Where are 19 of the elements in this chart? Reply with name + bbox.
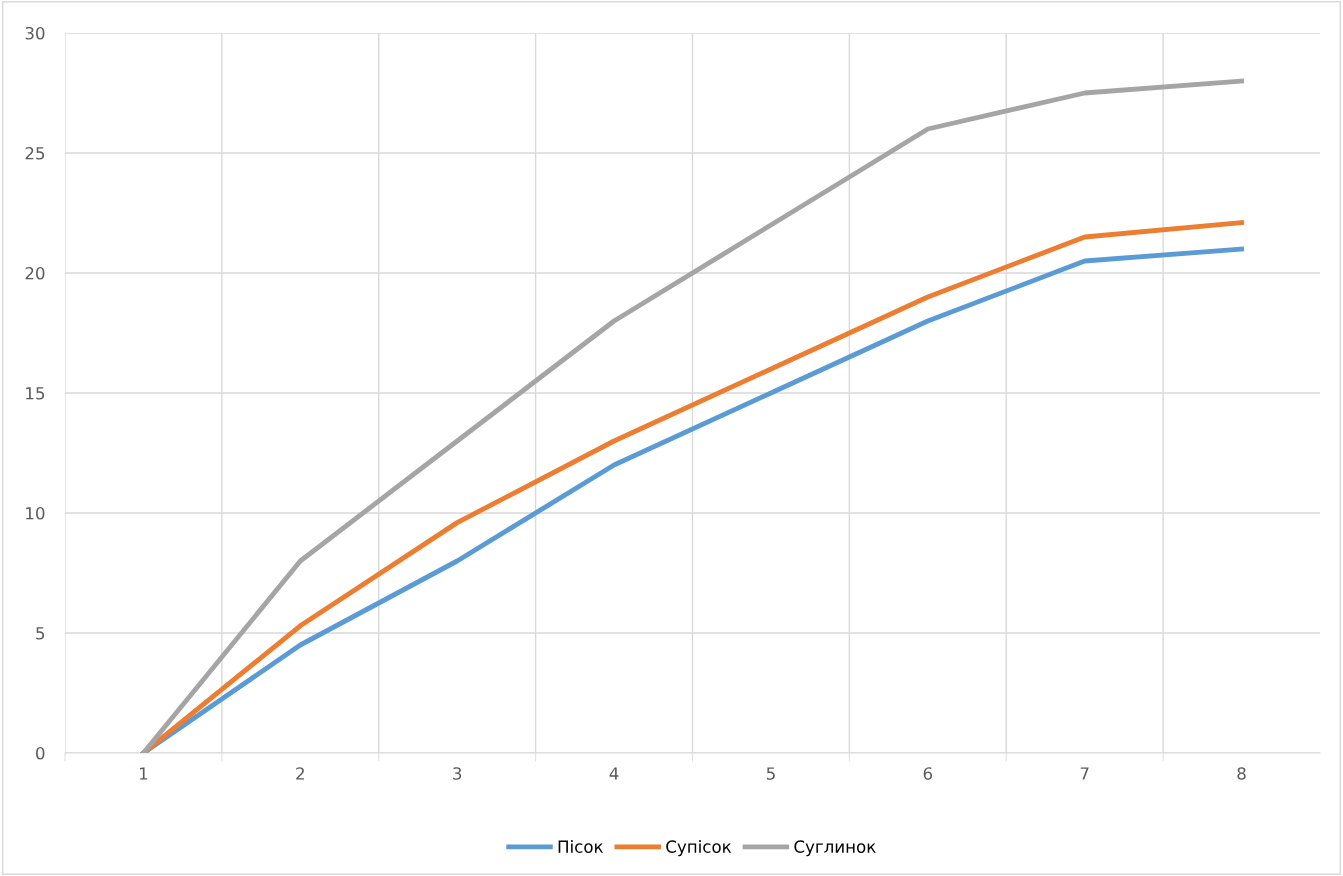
y-tick-label: 15 <box>26 387 45 400</box>
y-tick-label: 5 <box>36 627 45 640</box>
x-tick-label: 8 <box>1237 767 1246 780</box>
y-tick-label: 20 <box>25 266 45 280</box>
x-tick-label: 4 <box>609 767 619 780</box>
legend-label: Супісок <box>666 840 732 857</box>
line-series <box>141 78 1244 753</box>
legend-label: Пісок <box>558 840 604 853</box>
y-tick-label: 30 <box>25 26 45 40</box>
x-tick-label: 7 <box>1080 767 1089 780</box>
y-tick-label: 0 <box>36 746 45 760</box>
x-tick-label: 1 <box>139 767 148 780</box>
x-tick-label: 2 <box>296 767 304 780</box>
x-tick-label: 5 <box>766 767 775 780</box>
x-tick-label: 6 <box>923 767 933 780</box>
y-tick-label: 25 <box>25 146 45 160</box>
legend-label: Суглинок <box>794 840 876 857</box>
x-tick-label: 3 <box>453 767 462 780</box>
y-tick-label: 10 <box>26 506 45 520</box>
